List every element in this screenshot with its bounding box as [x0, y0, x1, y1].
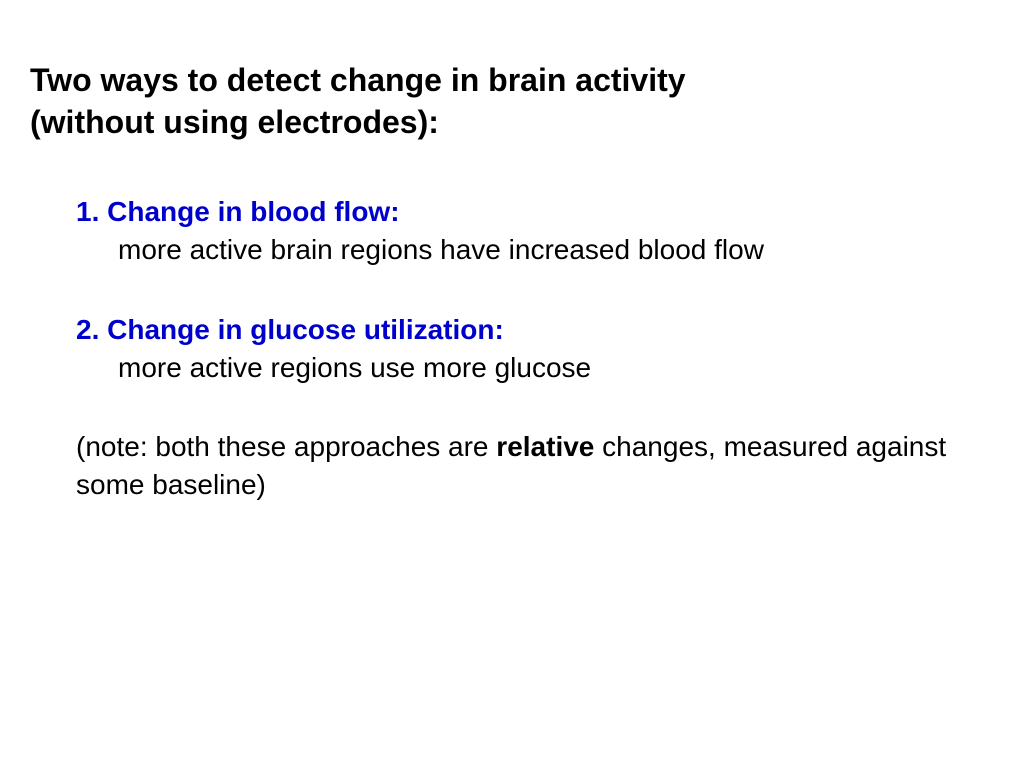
point-2-body: more active regions use more glucose: [76, 349, 994, 387]
title-line-1: Two ways to detect change in brain activ…: [30, 62, 686, 98]
point-1-body: more active brain regions have increased…: [76, 231, 994, 269]
note-bold: relative: [496, 431, 594, 462]
note-prefix: (note: both these approaches are: [76, 431, 496, 462]
slide-content: 1. Change in blood flow: more active bra…: [30, 193, 994, 504]
point-2-heading: 2. Change in glucose utilization:: [76, 311, 994, 349]
note-text: (note: both these approaches are relativ…: [76, 428, 994, 504]
slide-title: Two ways to detect change in brain activ…: [30, 60, 994, 143]
point-2: 2. Change in glucose utilization: more a…: [76, 311, 994, 387]
title-line-2: (without using electrodes):: [30, 104, 439, 140]
point-1: 1. Change in blood flow: more active bra…: [76, 193, 994, 269]
point-1-heading: 1. Change in blood flow:: [76, 193, 994, 231]
